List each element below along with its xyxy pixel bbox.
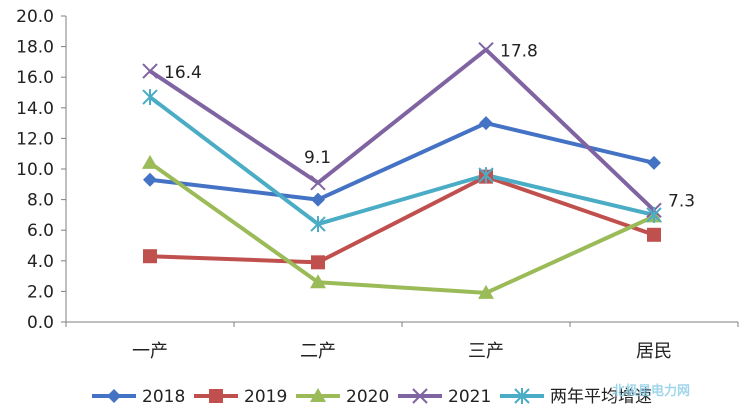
legend-label: 2020: [346, 387, 389, 407]
data-point-2020: [142, 154, 158, 169]
legend-marker-2020: [310, 388, 326, 402]
y-tick-label: 10.0: [16, 160, 54, 180]
series-lines: [148, 47, 656, 295]
data-point-两年平均增速: [646, 206, 662, 223]
y-tick-label: 0.0: [27, 313, 54, 333]
series-line-2018: [149, 121, 655, 202]
x-category-label: 三产: [468, 341, 504, 362]
data-point-2018: [143, 172, 157, 187]
series-line-2021: [148, 47, 656, 212]
legend-marker-两年平均增速: [514, 388, 530, 404]
y-tick-label: 18.0: [16, 38, 54, 58]
series-line-2020: [148, 161, 655, 295]
data-label: 7.3: [668, 191, 695, 211]
x-category-label: 居民: [636, 341, 672, 362]
legend-marker-2018: [107, 389, 121, 403]
x-category-label: 二产: [300, 341, 336, 362]
data-label: 17.8: [500, 42, 538, 62]
y-tick-label: 12.0: [16, 129, 54, 149]
data-point-2019: [143, 249, 157, 264]
y-tick-label: 20.0: [16, 7, 54, 27]
y-tick-label: 16.0: [16, 68, 54, 88]
y-tick-label: 6.0: [27, 221, 54, 241]
y-tick-label: 4.0: [27, 252, 54, 272]
legend-label: 2019: [244, 387, 287, 407]
data-point-2019: [311, 255, 325, 270]
x-axis-categories: 一产 二产 三产 居民: [65, 322, 739, 362]
legend: 2018 2019 2020 2021 两年平均增速: [92, 387, 652, 407]
data-point-两年平均增速: [478, 167, 494, 184]
data-label: 16.4: [164, 63, 202, 83]
y-tick-label: 2.0: [27, 282, 54, 302]
legend-label: 2018: [142, 387, 185, 407]
data-point-2021: [142, 63, 158, 79]
data-point-两年平均增速: [142, 89, 158, 106]
watermark-logo: 北极星电力网: [612, 384, 691, 399]
legend-marker-2021: [412, 388, 428, 404]
data-point-2021: [310, 175, 326, 191]
data-point-2021: [478, 41, 494, 58]
data-point-2018: [311, 192, 325, 207]
data-point-2018: [479, 116, 493, 131]
data-point-2018: [647, 155, 661, 170]
series-line-两年平均增速: [148, 95, 655, 227]
data-point-2020: [310, 274, 326, 289]
legend-label: 2021: [448, 387, 491, 407]
legend-marker-2019: [209, 389, 223, 403]
data-labels: 16.4 9.1 17.8 7.3: [164, 42, 695, 212]
data-label: 9.1: [304, 148, 331, 168]
data-point-两年平均增速: [310, 216, 326, 233]
chart-axes: [65, 16, 738, 323]
series-line-2019: [149, 174, 655, 265]
data-point-2020: [478, 284, 494, 299]
legend-label: 两年平均增速: [550, 387, 652, 407]
series-markers: [142, 41, 662, 299]
y-tick-label: 14.0: [16, 99, 54, 119]
y-tick-label: 8.0: [27, 191, 54, 211]
data-point-2019: [647, 227, 661, 242]
x-category-label: 一产: [132, 341, 168, 362]
y-axis-ticks: 0.0 2.0 4.0 6.0 8.0 10.0 12.0 14.0 16.0 18.0 20.0: [16, 7, 66, 333]
